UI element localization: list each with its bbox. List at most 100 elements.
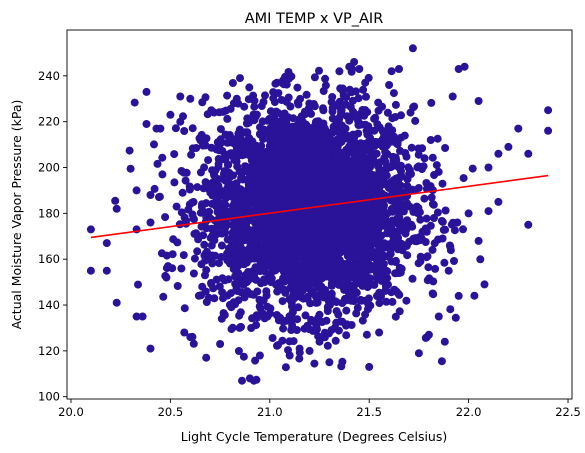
data-point (386, 126, 395, 135)
data-point (325, 192, 334, 201)
data-point (381, 140, 390, 149)
data-point (285, 74, 294, 83)
data-point (338, 122, 347, 131)
chart-title: AMI TEMP x VP_AIR (245, 11, 384, 27)
data-point (188, 124, 197, 133)
data-point (302, 90, 311, 99)
data-point (217, 220, 226, 229)
data-point (459, 174, 468, 183)
data-point (274, 117, 282, 126)
data-point (242, 162, 251, 171)
data-point (373, 233, 382, 242)
data-point (387, 67, 396, 76)
data-point (251, 356, 260, 365)
data-point (278, 232, 287, 241)
data-point (236, 192, 245, 201)
data-point (332, 181, 341, 189)
data-point (438, 234, 447, 243)
data-point (330, 173, 339, 182)
data-point (240, 236, 249, 245)
data-point (494, 197, 503, 206)
data-point (294, 243, 303, 252)
data-point (351, 169, 360, 178)
data-point (287, 315, 296, 323)
data-point (214, 187, 223, 196)
data-point (395, 65, 403, 73)
data-point (186, 333, 195, 342)
data-point (315, 310, 324, 319)
data-point (180, 304, 189, 313)
data-point (235, 311, 244, 320)
data-point (192, 229, 201, 238)
data-point (310, 261, 319, 270)
data-point (414, 150, 423, 159)
data-point (353, 193, 361, 202)
data-point (370, 184, 379, 193)
data-point (351, 247, 360, 256)
data-point (315, 184, 324, 193)
data-point (240, 102, 249, 111)
data-point (340, 261, 349, 270)
data-point (451, 313, 460, 322)
x-tick-label: 20.0 (58, 405, 84, 419)
data-point (362, 271, 371, 280)
x-axis-label: Light Cycle Temperature (Degrees Celsius… (181, 429, 448, 444)
y-tick-label: 240 (38, 69, 60, 83)
data-point (405, 166, 414, 175)
data-point (343, 222, 352, 231)
data-point (402, 152, 411, 161)
data-point (375, 299, 384, 308)
data-point (362, 92, 370, 101)
data-point (102, 266, 111, 275)
data-point (335, 275, 343, 284)
data-point (319, 235, 328, 244)
data-point (362, 330, 371, 339)
data-point (305, 346, 314, 355)
data-point (237, 174, 246, 182)
data-point (353, 303, 362, 312)
data-point (414, 259, 423, 268)
data-point (316, 199, 325, 208)
data-point (158, 170, 167, 179)
data-point (363, 130, 372, 139)
data-point (239, 352, 248, 361)
data-point (337, 246, 346, 255)
data-point (388, 297, 397, 306)
y-tick-label: 220 (38, 115, 60, 129)
data-point (193, 183, 202, 192)
data-point (355, 185, 364, 194)
data-point (454, 291, 463, 300)
data-point (396, 146, 404, 155)
data-point (355, 65, 364, 73)
data-point (228, 201, 237, 210)
data-point (259, 125, 268, 134)
data-point (420, 194, 429, 203)
data-point (216, 139, 225, 148)
data-point (260, 205, 269, 214)
data-point (236, 74, 244, 83)
data-point (146, 344, 155, 353)
data-point (302, 234, 311, 243)
data-point (414, 184, 423, 192)
data-point (363, 240, 372, 249)
data-point (476, 255, 485, 264)
data-point (381, 252, 390, 261)
data-point (313, 117, 322, 126)
data-point (334, 326, 343, 335)
y-tick-label: 140 (38, 298, 60, 312)
data-point (327, 260, 336, 269)
data-point (397, 111, 405, 120)
data-point (376, 220, 385, 229)
data-point (153, 159, 162, 168)
data-point (327, 273, 336, 282)
data-point (188, 210, 197, 219)
x-tick-label: 20.5 (158, 405, 184, 419)
data-point (229, 99, 238, 108)
data-point (215, 259, 223, 268)
data-point (337, 158, 346, 167)
data-point (423, 276, 432, 285)
data-point (219, 211, 228, 219)
data-point (348, 96, 357, 105)
data-point (430, 214, 438, 222)
